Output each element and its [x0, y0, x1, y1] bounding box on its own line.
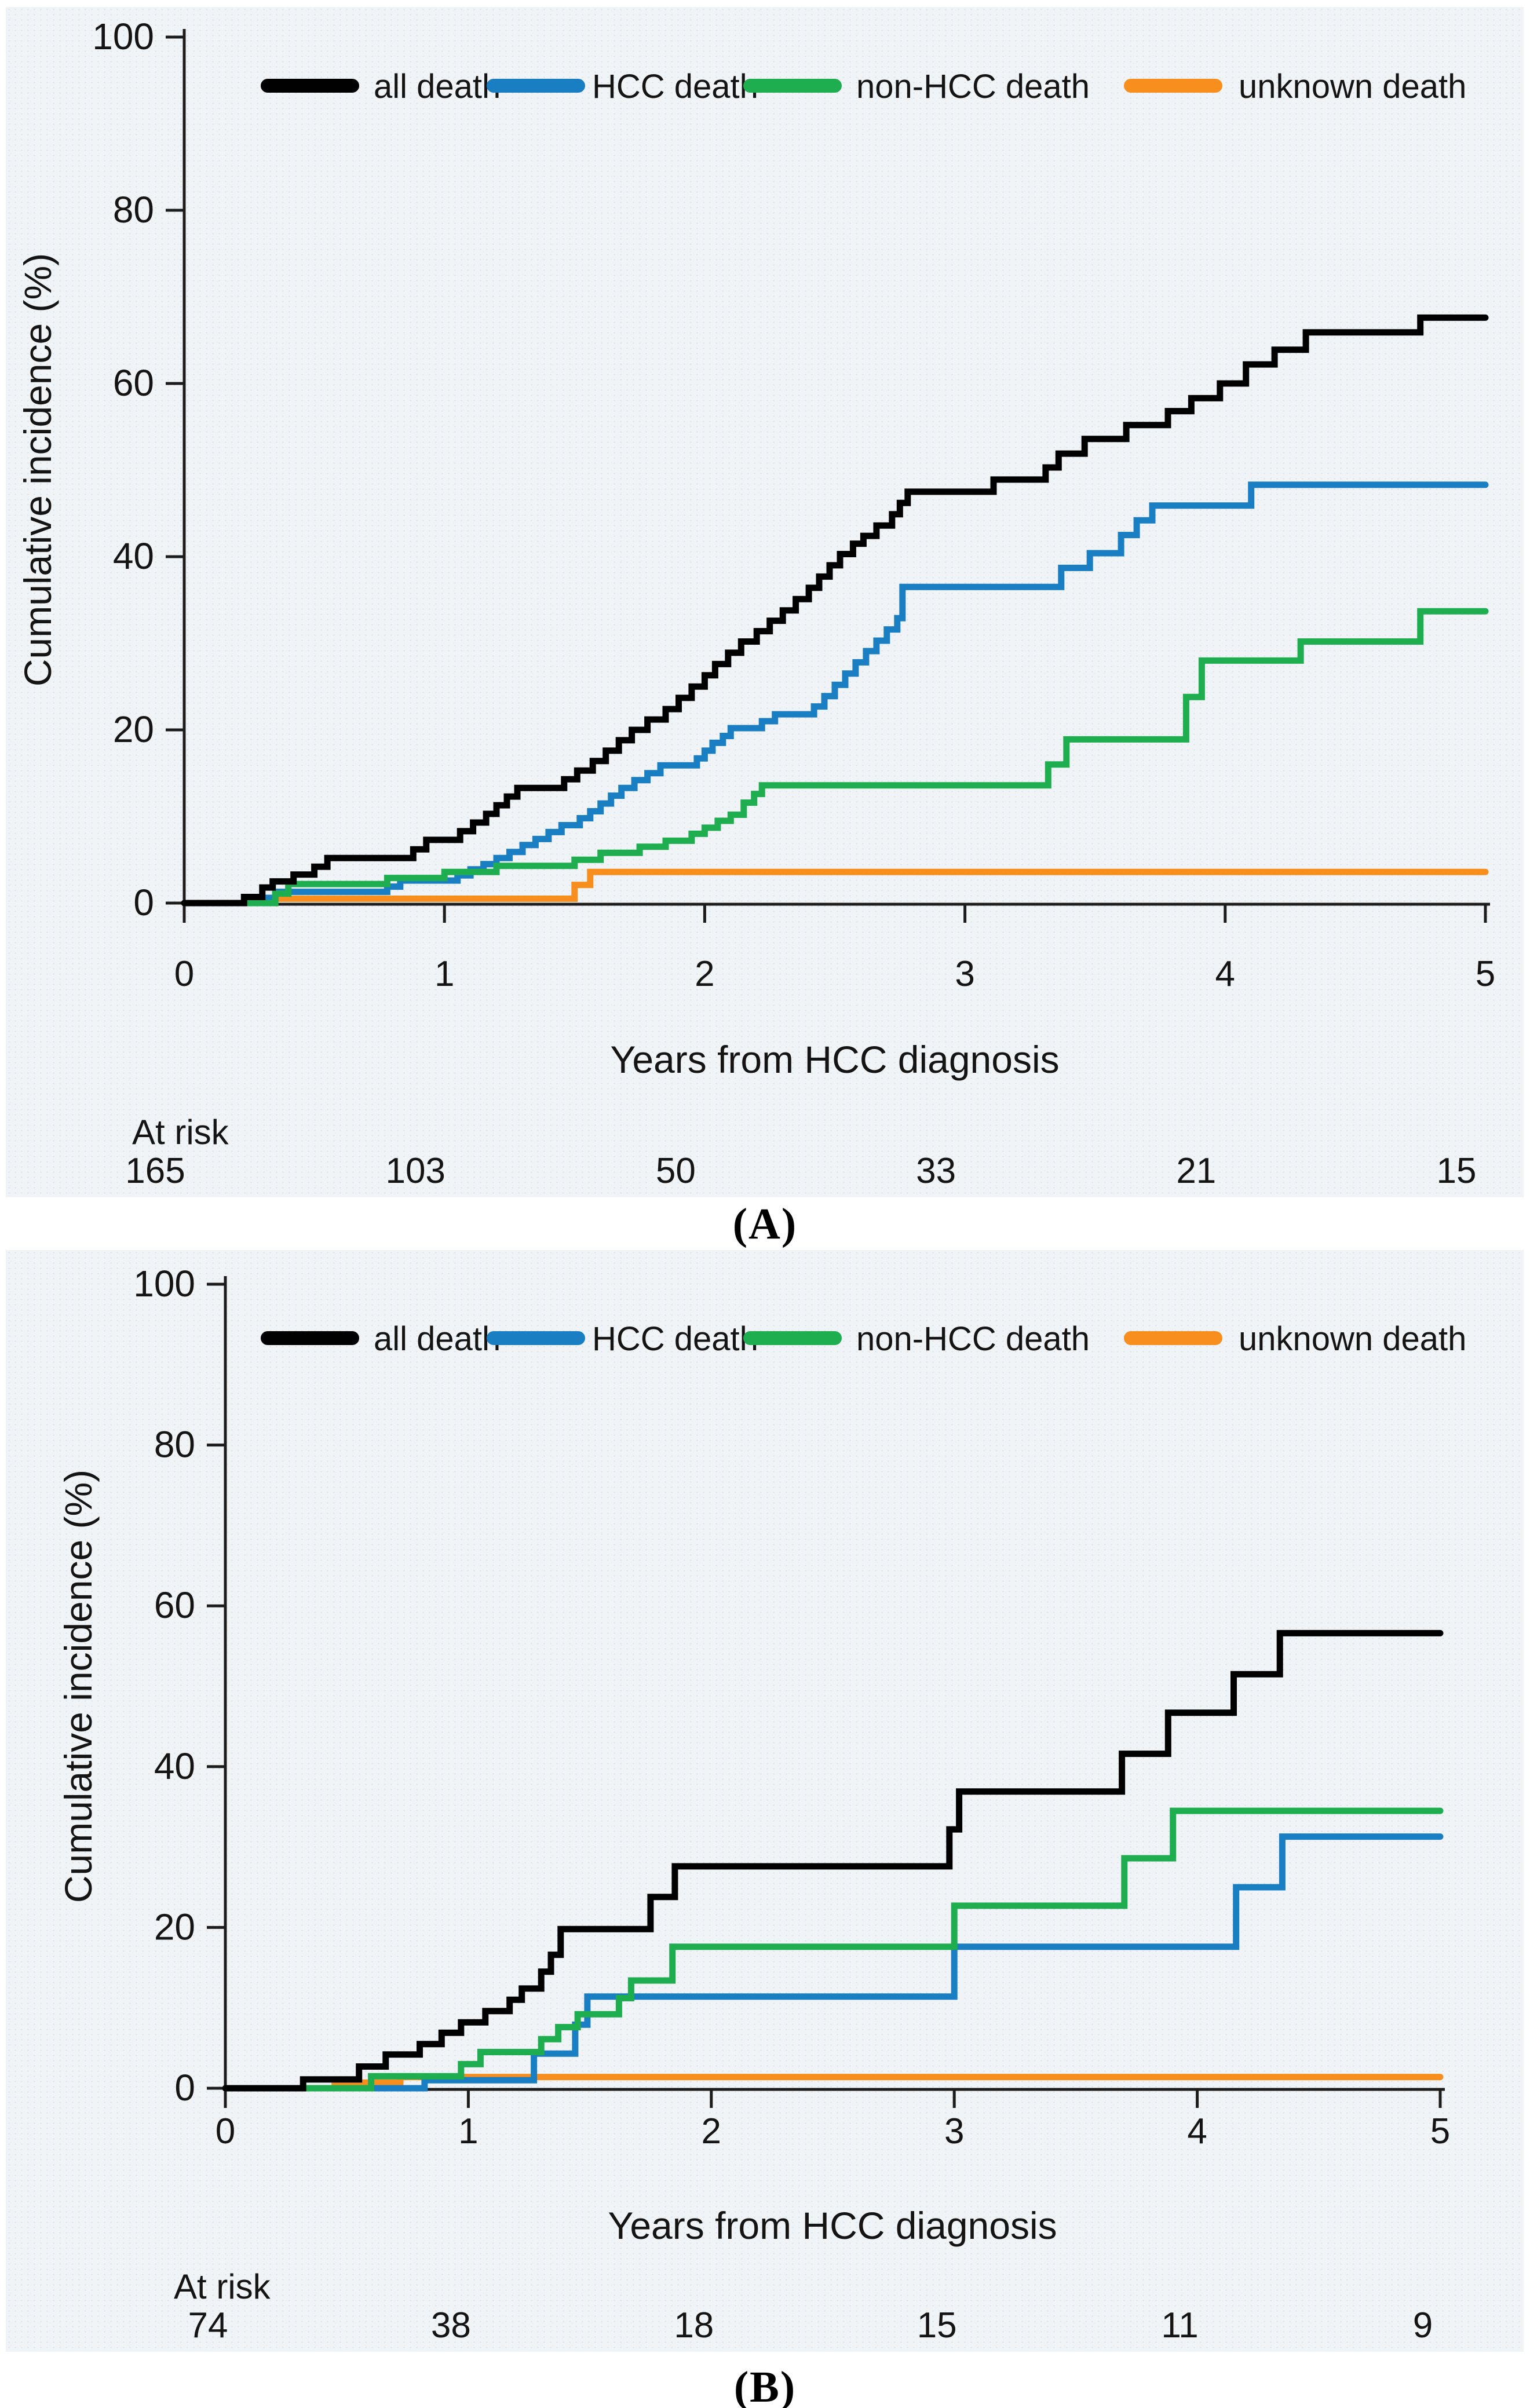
axes-b: [224, 1276, 1445, 2091]
legend-item: HCC death: [487, 1320, 758, 1358]
x-axis-title: Years from HCC diagnosis: [610, 1038, 1059, 1081]
at-risk-label: At risk: [174, 2267, 271, 2306]
y-axis-title: Cumulative incidence (%): [16, 253, 59, 686]
x-tick-label: 1: [458, 2111, 478, 2151]
curve-all-death: [181, 314, 1489, 907]
x-tick-label: 5: [1430, 2111, 1450, 2151]
x-tick-label: 4: [1187, 2111, 1207, 2151]
at-risk-value: 18: [674, 2305, 714, 2345]
x-tick-label: 2: [702, 2111, 721, 2151]
at-risk-label: At risk: [132, 1113, 229, 1152]
curve-hcc-death: [222, 1833, 1444, 2092]
x-tick-label: 3: [944, 2111, 964, 2151]
y-tick-label: 60: [113, 362, 154, 404]
legend-label: non-HCC death: [856, 1320, 1090, 1358]
x-axis-title: Years from HCC diagnosis: [608, 2204, 1057, 2247]
y-tick-label: 100: [92, 16, 154, 57]
curve-unknown-death: [181, 868, 1489, 907]
at-risk-value: 165: [125, 1151, 185, 1191]
curve-non-hcc-death: [222, 1807, 1444, 2092]
panel-b: 0 1 2 3 4 5 0 20 40 60 80 100 Years from HCC diagnos…: [57, 1263, 1466, 2345]
at-risk-value: 11: [1161, 2305, 1198, 2345]
y-tick-label: 80: [113, 189, 154, 231]
x-tick-label: 4: [1215, 954, 1235, 994]
at-risk-value: 103: [385, 1151, 445, 1191]
x-tick-label: 3: [955, 954, 974, 994]
panel-b-background: [6, 1250, 1524, 2352]
x-tick-label: 0: [174, 954, 194, 994]
y-tick-label: 40: [154, 1745, 195, 1787]
at-risk-value: 15: [1437, 1151, 1477, 1191]
y-tick-label: 0: [174, 2067, 195, 2109]
at-risk-value: 15: [917, 2305, 957, 2345]
y-axis-title: Cumulative incidence (%): [57, 1470, 100, 1903]
legend-label: unknown death: [1239, 68, 1466, 105]
y-tick-label: 0: [133, 882, 154, 923]
legend-item: unknown death: [1124, 68, 1466, 105]
panel-a-caption: (A): [732, 1200, 798, 1248]
at-risk-value: 33: [916, 1151, 956, 1191]
legend-item: non-HCC death: [743, 68, 1090, 105]
y-tick-label: 100: [133, 1263, 195, 1305]
legend-item: all death: [261, 68, 501, 105]
axes-a: [182, 29, 1490, 906]
at-risk-value: 74: [188, 2305, 228, 2345]
legend-a: all death HCC death non-HCC death unknown d…: [261, 68, 1466, 105]
at-risk-value: 21: [1176, 1151, 1216, 1191]
curve-all-death: [222, 1629, 1444, 2092]
y-tick-label: 20: [113, 708, 154, 750]
x-tick-label: 5: [1476, 954, 1495, 994]
legend-item: HCC death: [487, 68, 758, 105]
x-tick-label: 2: [695, 954, 714, 994]
y-tick-label: 80: [154, 1424, 195, 1466]
y-tick-label: 60: [154, 1584, 195, 1626]
panel-a-background: [6, 7, 1524, 1197]
legend-label: non-HCC death: [856, 68, 1090, 105]
y-tick-label: 20: [154, 1906, 195, 1947]
at-risk-value: 50: [656, 1151, 696, 1191]
legend-item: unknown death: [1124, 1320, 1466, 1358]
legend-label: HCC death: [592, 1320, 758, 1358]
legend-item: all death: [261, 1320, 501, 1358]
at-risk-value: 9: [1413, 2305, 1433, 2345]
at-risk-value: 38: [431, 2305, 471, 2345]
curve-hcc-death: [181, 481, 1489, 907]
legend-label: all death: [374, 1320, 501, 1358]
legend-label: all death: [374, 68, 501, 105]
legend-label: HCC death: [592, 68, 758, 105]
legend-b: all death HCC death non-HCC death unknown d…: [261, 1320, 1466, 1358]
x-tick-label: 1: [434, 954, 454, 994]
curve-non-hcc-death: [181, 608, 1489, 907]
legend-item: non-HCC death: [743, 1320, 1090, 1358]
panel-b-caption: (B): [733, 2363, 797, 2408]
x-tick-label: 0: [216, 2111, 235, 2151]
legend-label: unknown death: [1239, 1320, 1466, 1358]
y-tick-label: 40: [113, 535, 154, 577]
